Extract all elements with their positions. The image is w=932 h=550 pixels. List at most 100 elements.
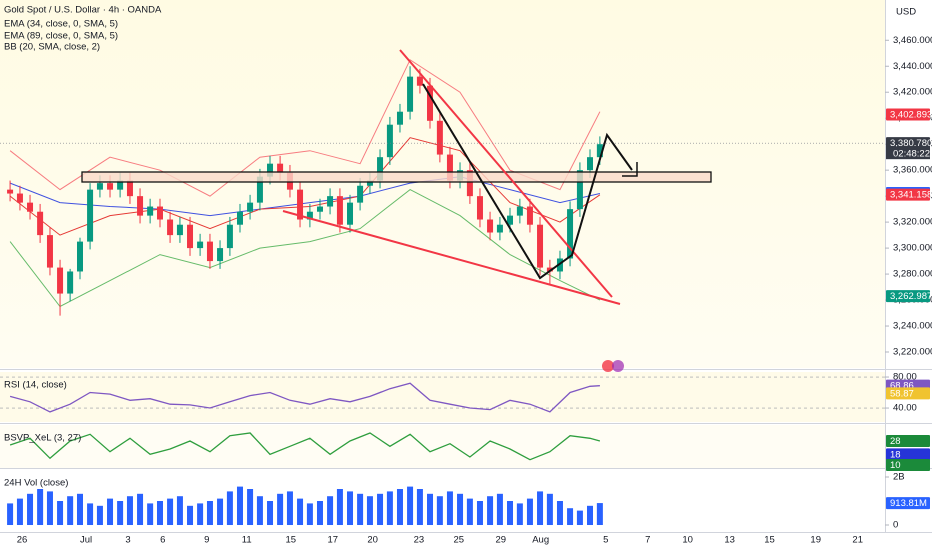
price-tag-label: 3,341.158: [890, 190, 932, 201]
candle-body: [386, 124, 393, 158]
volume-bar: [197, 503, 204, 526]
volume-bar: [587, 505, 593, 526]
x-tick-label: Jul: [80, 535, 92, 546]
y-tick-label: 3,320.000: [893, 217, 932, 228]
symbol-title: Gold Spot / U.S. Dollar · 4h · OANDA: [4, 5, 162, 16]
y-tick-label: 3,440.000: [893, 61, 932, 72]
candle-body: [96, 183, 103, 190]
candle-body: [176, 224, 183, 236]
volume-bar: [247, 489, 254, 526]
x-tick-label: 17: [328, 535, 339, 546]
candle-body: [197, 241, 204, 249]
price-tag-label: 58.87: [890, 388, 914, 399]
candle-body: [407, 76, 414, 112]
candle-body: [7, 189, 14, 194]
candle-body: [366, 180, 373, 186]
volume-bar: [487, 496, 494, 526]
volume-bar: [537, 491, 544, 526]
candle-body: [357, 185, 364, 203]
volume-bar: [7, 503, 14, 526]
candle-body: [187, 224, 194, 249]
candle-body: [247, 202, 254, 212]
y-tick-label: 3,280.000: [893, 269, 932, 280]
line-series: [9, 189, 601, 308]
x-tick-label: 9: [204, 535, 209, 546]
y-tick-label: 3,420.000: [893, 87, 932, 98]
price-tag: [886, 448, 930, 461]
candle-body: [156, 206, 163, 220]
event-icon[interactable]: [612, 360, 624, 372]
x-tick-label: 11: [242, 535, 252, 546]
price-tag-label: 18: [890, 449, 901, 460]
countdown: 02:48:22: [893, 149, 930, 160]
volume-bar: [336, 489, 343, 526]
volume-bar: [67, 496, 74, 526]
candle-body: [396, 111, 403, 125]
volume-bar: [176, 496, 183, 526]
y-tick-label: 0: [893, 520, 898, 531]
candle-body: [537, 224, 544, 268]
y-tick-label: 3,360.000: [893, 165, 932, 176]
volume-bar: [496, 493, 503, 526]
price-tag-label: 3,380.780: [890, 138, 932, 149]
price-tag: [886, 459, 930, 471]
volume-bar: [286, 491, 293, 526]
x-tick-label: 13: [724, 535, 735, 546]
candle-body: [107, 183, 114, 190]
volume-bar: [576, 510, 583, 526]
x-tick-label: 19: [810, 535, 821, 546]
candle-body: [526, 206, 533, 225]
volume-bar: [147, 503, 154, 526]
price-tag-label: 68.86: [890, 381, 914, 392]
x-tick-label: 5: [603, 535, 608, 546]
volume-bar: [206, 501, 213, 526]
candle-body: [256, 176, 263, 203]
volume-bar: [27, 493, 34, 526]
volume-bar: [37, 489, 44, 526]
y-tick-label: 3,460.000: [893, 35, 932, 46]
volume-bar: [167, 498, 174, 526]
volume-bar: [466, 498, 473, 526]
volume-bar: [156, 501, 163, 526]
volume-bar: [377, 493, 384, 526]
candle-body: [377, 157, 384, 181]
candle-body: [167, 219, 174, 236]
candle-body: [76, 241, 83, 272]
main-pane: [0, 0, 885, 368]
volume-bar: [416, 489, 423, 526]
price-tag-label: 913.81M: [890, 498, 927, 509]
line-series: [9, 176, 601, 217]
x-tick-label: 20: [367, 535, 378, 546]
candle-body: [587, 157, 593, 171]
candle-body: [576, 170, 583, 210]
pane-title: 24H Vol (close): [4, 478, 68, 489]
volume-bar: [267, 501, 274, 526]
candle-body: [226, 224, 233, 249]
candle-body: [206, 241, 213, 262]
volume-bar: [187, 505, 194, 526]
x-tick-label: 29: [495, 535, 506, 546]
x-tick-label: 7: [645, 535, 650, 546]
y-tick-label: 80.00: [893, 372, 917, 383]
rsi-pane: [0, 372, 885, 422]
pane-title: RSI (14, close): [4, 380, 67, 391]
indicator-legend: EMA (34, close, 0, SMA, 5): [4, 19, 118, 30]
candle-body: [316, 206, 323, 212]
x-tick-label: Aug: [532, 535, 549, 546]
volume-bar: [16, 498, 23, 526]
x-tick-label: 26: [17, 535, 28, 546]
line-series: [9, 59, 601, 197]
volume-bar: [507, 501, 514, 526]
volume-bar: [596, 503, 603, 526]
x-tick-label: 3: [125, 535, 130, 546]
x-tick-label: 23: [414, 535, 425, 546]
x-tick-label: 21: [852, 535, 863, 546]
volume-bar: [516, 503, 523, 526]
candle-body: [57, 267, 64, 294]
event-icon[interactable]: [602, 360, 614, 372]
volume-bar: [117, 501, 124, 526]
pane-title: BSVP_XeL (3, 27): [4, 433, 81, 444]
candle-body: [46, 235, 53, 268]
zigzag-path: [422, 83, 633, 280]
